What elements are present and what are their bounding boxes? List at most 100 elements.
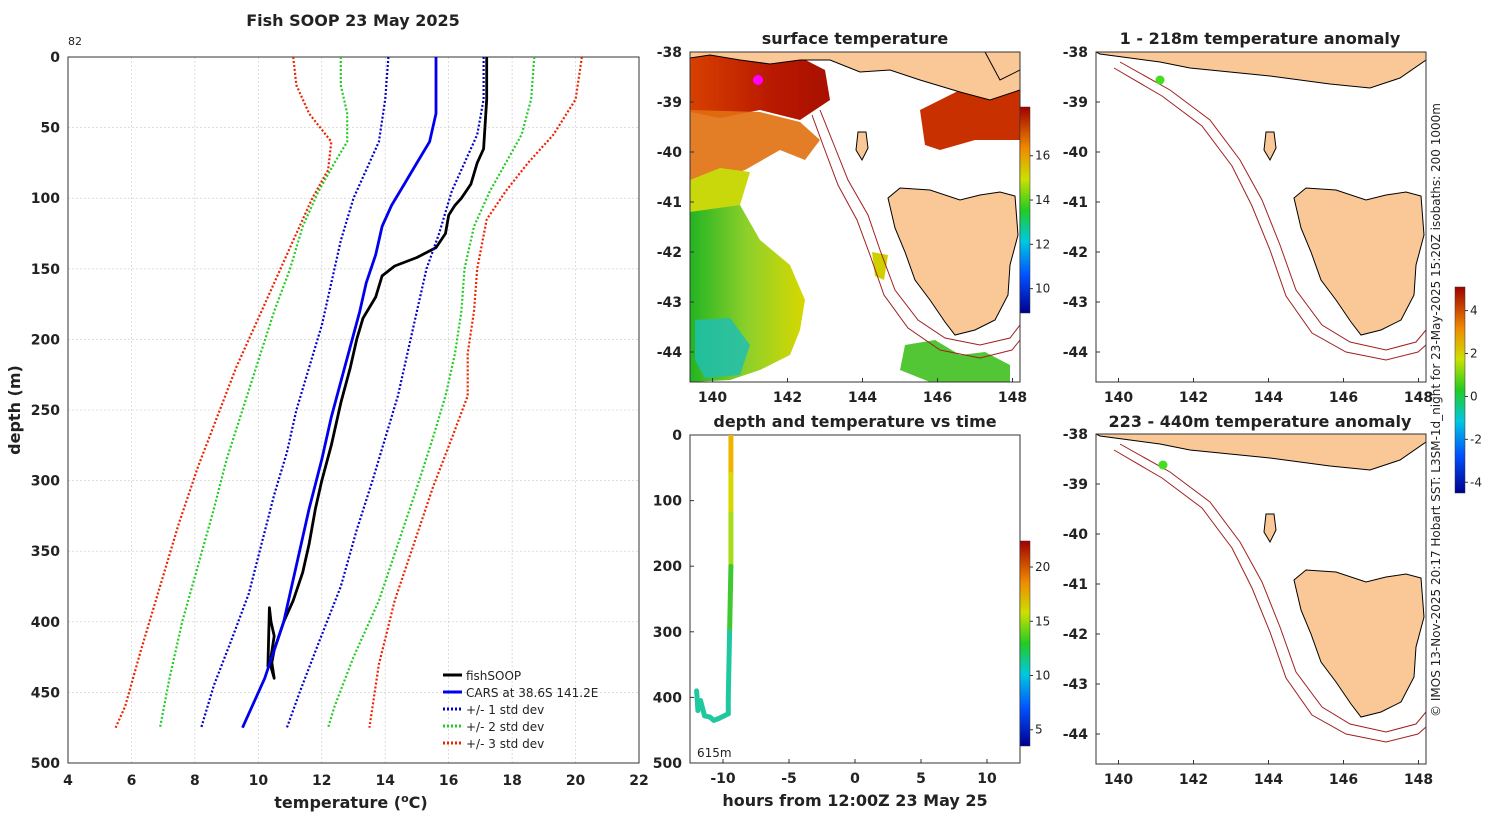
colorbar-tick-label: 0 <box>1470 389 1478 403</box>
profile-ytick-label: 350 <box>31 544 60 560</box>
map-xtick-label: 146 <box>923 390 952 406</box>
map-xtick-label: 148 <box>1404 772 1433 788</box>
map-ytick-label: -39 <box>1063 95 1088 111</box>
map-xtick-label: 144 <box>1254 390 1283 406</box>
profile-ytick-label: 300 <box>31 474 60 490</box>
sst-orange-band <box>690 110 820 185</box>
anomaly2-field <box>1096 434 1426 764</box>
map-ytick-label: -42 <box>1063 627 1088 643</box>
map-ytick-label: -38 <box>1063 427 1088 443</box>
anomaly2-panel: 223 - 440m temperature anomaly 140 142 144… <box>1063 412 1433 788</box>
sst-colorbar <box>1019 106 1031 314</box>
map-xtick-label: 146 <box>1329 772 1358 788</box>
anomaly2-isobath-1000 <box>1113 449 1426 743</box>
map-ytick-label: -40 <box>657 145 683 161</box>
depth-time-xtick-label: 10 <box>977 771 997 787</box>
profile-ytick-label: 200 <box>31 332 60 348</box>
profile-xlabel: temperature (oC) <box>274 792 427 813</box>
sst-yellow-patch <box>690 168 750 215</box>
profile-ytick-label: 500 <box>31 756 60 772</box>
profile-series-line <box>241 57 438 729</box>
depth-time-track-segment <box>727 563 734 635</box>
map-xtick-label: 144 <box>1254 772 1283 788</box>
legend-entry-cars: CARS at 38.6S 141.2E <box>466 686 598 700</box>
depth-time-title: depth and temperature vs time <box>713 412 996 431</box>
colorbar-tick-label: 2 <box>1470 347 1478 361</box>
profile-axes-frame <box>67 56 640 764</box>
legend-entry-std3: +/- 3 std dev <box>466 737 544 751</box>
anomaly2-ticks: 140 142 144 146 148 -38 -39 -40 -41 -42 -43 -44 <box>1063 427 1433 788</box>
depth-time-ytick-label: 500 <box>653 756 682 772</box>
map-xtick-label: 146 <box>1329 390 1358 406</box>
depth-time-xtick-label: -10 <box>710 771 736 787</box>
map-ytick-label: -44 <box>1063 727 1089 743</box>
map-ytick-label: -40 <box>1063 145 1089 161</box>
profile-ytick-label: 400 <box>31 615 60 631</box>
depth-time-xtick-label: 0 <box>850 771 860 787</box>
colorbar-tick-label: 5 <box>1035 723 1043 737</box>
sst-land-mainland <box>690 52 1020 101</box>
anomaly1-field <box>1096 52 1426 382</box>
map-xtick-label: 142 <box>1179 390 1208 406</box>
profile-legend: fishSOOP CARS at 38.6S 141.2E +/- 1 std … <box>443 669 598 751</box>
anomaly2-isobath-200 <box>1119 443 1426 733</box>
depth-time-ytick-label: 400 <box>653 690 682 706</box>
depth-time-xtick-label: -5 <box>781 771 797 787</box>
map-ytick-label: -43 <box>1063 295 1088 311</box>
anomaly2-land-king-island <box>1263 513 1277 544</box>
depth-time-track-segment <box>694 688 701 714</box>
profile-ytick-label: 150 <box>31 262 60 278</box>
profile-xtick-label: 6 <box>127 773 137 789</box>
map-ytick-label: -40 <box>1063 527 1089 543</box>
depth-time-ytick-label: 100 <box>653 494 682 510</box>
credit-text: © IMOS 13-Nov-2025 20:17 Hobart SST: L3S… <box>1429 103 1443 717</box>
profile-series-line <box>285 57 485 729</box>
map-ytick-label: -41 <box>1063 195 1088 211</box>
depth-time-axes-frame <box>689 434 1021 764</box>
profile-xtick-label: 10 <box>249 773 269 789</box>
colorbar-tick-label: 12 <box>1035 237 1050 251</box>
profile-xtick-label: 14 <box>375 773 395 789</box>
map-ytick-label: -38 <box>657 45 682 61</box>
sst-field <box>690 52 1020 382</box>
colorbar-tick-label: -4 <box>1470 475 1482 489</box>
depth-time-ytick-label: 300 <box>653 625 682 641</box>
map-xtick-label: 148 <box>1404 390 1433 406</box>
depth-time-max-depth: 615m <box>697 746 732 760</box>
profile-panel: Fish SOOP 23 May 2025 82 4 6 8 10 12 14 16 18 20… <box>5 11 649 812</box>
map-ytick-label: -44 <box>1063 345 1089 361</box>
map-xtick-label: 142 <box>1179 772 1208 788</box>
anomaly2-axes-frame <box>1095 433 1427 765</box>
profile-xtick-label: 18 <box>502 773 521 789</box>
profile-ytick-label: 0 <box>50 50 60 66</box>
depth-time-ytick-label: 0 <box>672 428 682 444</box>
sst-map-panel: surface temperature 140 142 144 146 14 <box>657 29 1051 406</box>
profile-ytick-label: 100 <box>31 191 60 207</box>
colorbar-tick-label: 20 <box>1035 560 1050 574</box>
anomaly2-title: 223 - 440m temperature anomaly <box>1109 412 1412 431</box>
anomaly1-title: 1 - 218m temperature anomaly <box>1120 29 1401 48</box>
map-ytick-label: -41 <box>1063 577 1088 593</box>
anomaly1-land-tasmania <box>1293 187 1425 336</box>
legend-entry-std2: +/- 2 std dev <box>466 720 544 734</box>
anomaly1-land-mainland <box>1096 52 1426 89</box>
profile-series-line <box>266 57 489 680</box>
map-ytick-label: -43 <box>1063 677 1088 693</box>
sst-cool-patch <box>695 318 750 378</box>
depth-time-colorbar <box>1019 540 1031 747</box>
anomaly-colorbar-ticks: -4 -2 0 2 4 <box>1465 304 1482 489</box>
colorbar-tick-label: 10 <box>1035 282 1050 296</box>
anomaly-colorbar <box>1454 286 1466 494</box>
profile-xtick-label: 16 <box>439 773 458 789</box>
profile-xtick-label: 20 <box>566 773 586 789</box>
colorbar-tick-label: 15 <box>1035 614 1050 628</box>
legend-entry-fish: fishSOOP <box>466 669 521 683</box>
map-ytick-label: -42 <box>1063 245 1088 261</box>
anomaly1-panel: 1 - 218m temperature anomaly 140 142 144 14… <box>1063 29 1433 406</box>
map-xtick-label: 140 <box>698 390 727 406</box>
anomaly2-land-mainland <box>1096 434 1426 471</box>
anomaly1-land-king-island <box>1263 131 1277 162</box>
sst-location-marker <box>753 75 763 85</box>
profile-ytick-label: 50 <box>41 121 61 137</box>
